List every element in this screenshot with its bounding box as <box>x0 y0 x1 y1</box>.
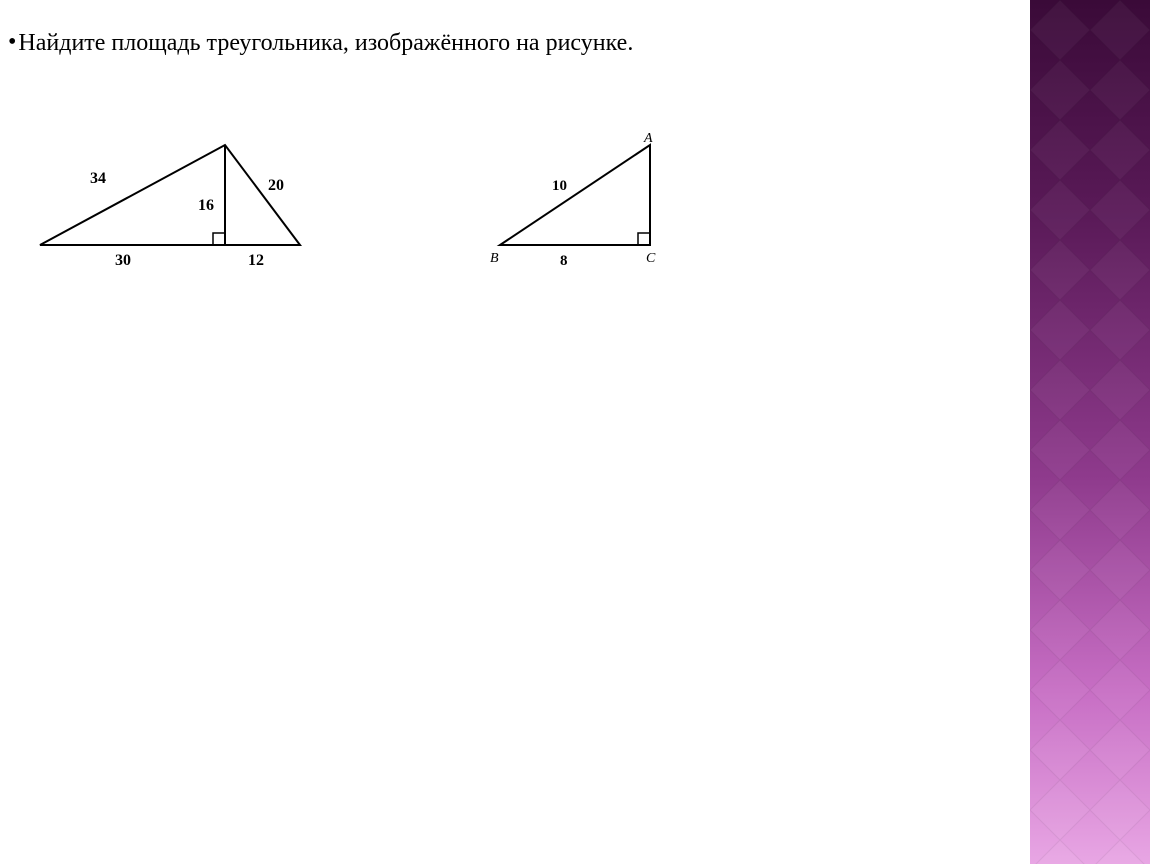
triangle2-svg: 10 8 A B C <box>480 130 680 280</box>
label-base-right: 12 <box>248 252 264 269</box>
label-altitude: 16 <box>198 197 214 214</box>
label-right-side: 20 <box>268 177 284 194</box>
bullet-icon: • <box>8 30 16 54</box>
slide-content: • Найдите площадь треугольника, изображё… <box>0 0 1030 864</box>
triangle2-outline <box>500 145 650 245</box>
sidebar-gradient <box>1030 0 1150 864</box>
diagram-triangle-1: 34 20 16 30 12 <box>30 130 310 285</box>
decorative-sidebar <box>1030 0 1150 864</box>
label-left-side: 34 <box>90 170 106 187</box>
label-hypotenuse: 10 <box>552 178 567 194</box>
diagram-triangle-2: 10 8 A B C <box>480 130 680 285</box>
right-angle-marker-1 <box>213 233 225 245</box>
label-base-left: 30 <box>115 252 131 269</box>
question-title: Найдите площадь треугольника, изображённ… <box>18 30 633 57</box>
label-base: 8 <box>560 253 568 269</box>
triangle1-svg: 34 20 16 30 12 <box>30 130 310 280</box>
right-angle-marker-2 <box>638 233 650 245</box>
title-row: • Найдите площадь треугольника, изображё… <box>8 30 633 57</box>
triangle1-outline <box>40 145 300 245</box>
vertex-B: B <box>490 251 499 266</box>
vertex-A: A <box>643 131 653 146</box>
vertex-C: C <box>646 251 656 266</box>
